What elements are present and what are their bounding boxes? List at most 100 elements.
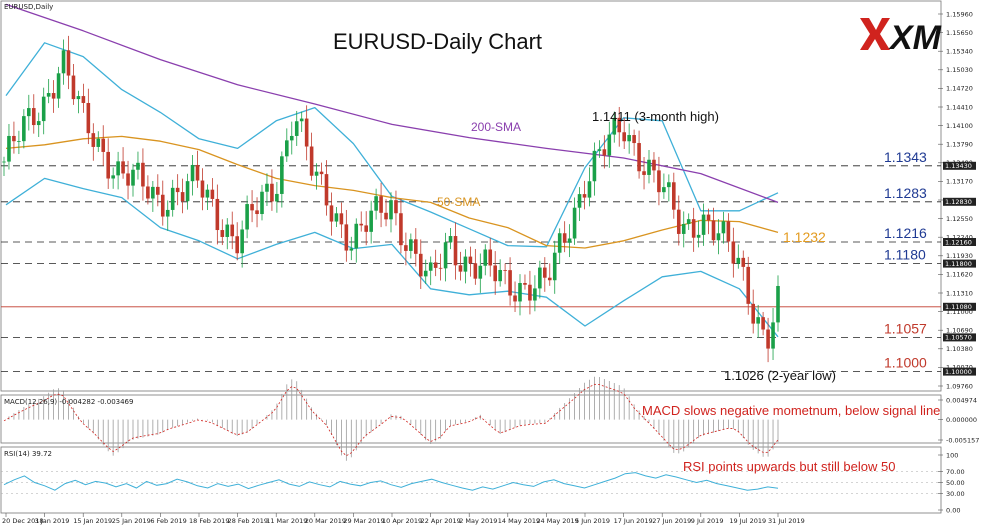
- candle-body: [696, 234, 701, 238]
- candle-body: [195, 164, 200, 181]
- price-tick-label: 1.10380: [946, 345, 973, 353]
- candle-body: [681, 223, 686, 234]
- price-tag-label: 1.10000: [945, 368, 972, 376]
- candle-body: [190, 164, 195, 182]
- price-tick-label: 1.14100: [946, 122, 973, 130]
- price-tag: [943, 302, 976, 311]
- candle-body: [483, 249, 488, 266]
- candle-body: [478, 265, 483, 279]
- candle-body: [369, 210, 373, 232]
- level-label: 1.1057: [884, 320, 927, 336]
- candle-body: [156, 186, 160, 195]
- candle-body: [428, 262, 433, 271]
- candle-body: [111, 175, 115, 179]
- candle-body: [597, 149, 602, 151]
- candle-body: [165, 209, 170, 217]
- candle-body: [602, 149, 607, 156]
- candle-body: [528, 284, 532, 301]
- candle-body: [270, 183, 274, 202]
- candle-body: [76, 96, 81, 100]
- price-tick-label: 1.15650: [946, 29, 973, 37]
- price-tag: [943, 333, 976, 342]
- candle-body: [170, 187, 175, 210]
- sma50-label: 50-SMA: [437, 195, 480, 209]
- candle-body: [299, 118, 304, 122]
- candle-body: [453, 236, 458, 266]
- candle-body: [240, 229, 244, 254]
- price-tick-label: 1.14720: [946, 85, 973, 93]
- candle-body: [513, 295, 517, 302]
- candle-body: [508, 270, 512, 296]
- candle-body: [776, 285, 780, 323]
- macd-tick-label: 0.004974: [946, 396, 977, 404]
- price-tag-label: 1.11080: [945, 303, 972, 311]
- candle-body: [458, 265, 463, 272]
- candle-body: [607, 134, 612, 156]
- macd-panel-frame: [0, 394, 942, 444]
- date-tick-label: 20 Dec 2018: [2, 517, 44, 525]
- candle-body: [691, 219, 696, 238]
- price-tag: [943, 197, 976, 206]
- candle-body: [711, 220, 716, 241]
- date-tick-label: 27 Jun 2019: [652, 517, 691, 525]
- candle-body: [667, 182, 671, 188]
- date-tick-label: 29 Mar 2019: [343, 517, 384, 525]
- date-tick-label: 11 Mar 2019: [266, 517, 307, 525]
- candle-body: [245, 204, 249, 230]
- date-tick-label: 18 Feb 2019: [189, 517, 229, 525]
- date-tick-label: 3 Jan 2019: [35, 517, 70, 525]
- candle-body: [498, 269, 502, 282]
- price-tag-label: 1.12160: [945, 238, 972, 246]
- 50-sma-line: [5, 135, 779, 249]
- candle-body: [141, 162, 145, 187]
- candle-body: [572, 207, 577, 239]
- candle-body: [146, 186, 150, 199]
- candle-body: [56, 73, 61, 99]
- price-tick-label: 1.13790: [946, 141, 973, 149]
- candle-body: [81, 96, 86, 103]
- candle-body: [329, 205, 334, 222]
- candle-body: [7, 135, 11, 162]
- date-tick-label: 25 Jan 2019: [112, 517, 151, 525]
- price-tag-label: 1.11800: [945, 260, 972, 268]
- candle-body: [344, 224, 349, 251]
- candle-body: [686, 219, 691, 224]
- candle-body: [205, 189, 210, 198]
- candle-body: [151, 186, 155, 199]
- candle-body: [116, 161, 120, 176]
- price-tick-label: 1.15030: [946, 66, 973, 74]
- date-tick-label: 31 Jul 2019: [768, 517, 805, 525]
- candle-body: [409, 239, 413, 251]
- price-tag: [943, 259, 976, 268]
- candle-body: [314, 171, 319, 176]
- candle-body: [374, 196, 378, 211]
- macd-tick-label: 0.000000: [946, 416, 977, 424]
- candle-body: [448, 236, 453, 243]
- candle-body: [280, 156, 284, 194]
- price-tag-label: 1.13430: [945, 162, 972, 170]
- candle-body: [359, 223, 364, 226]
- candle-body: [488, 249, 493, 266]
- candle-body: [746, 266, 751, 304]
- low-annotation: 1.1026 (2-year low): [724, 368, 836, 383]
- rsi-line: [3, 472, 779, 491]
- date-tick-label: 9 Jul 2019: [691, 517, 724, 525]
- candle-body: [22, 116, 26, 142]
- candle-body: [121, 161, 125, 174]
- candle-body: [294, 121, 299, 136]
- candle-body: [731, 241, 736, 264]
- date-tick-label: 19 Jul 2019: [729, 517, 766, 525]
- candle-body: [547, 277, 552, 281]
- candle-body: [647, 159, 651, 175]
- candle-body: [46, 93, 51, 97]
- rsi-tick-label: 0.00: [946, 506, 960, 514]
- candle-body: [567, 238, 572, 243]
- candle-body: [364, 225, 368, 232]
- candle-body: [180, 192, 185, 202]
- candle-body: [265, 183, 269, 192]
- xm-logo-mark: [860, 18, 890, 50]
- candle-body: [185, 181, 190, 202]
- candle-body: [131, 169, 135, 186]
- date-tick-label: 17 Jun 2019: [614, 517, 653, 525]
- candle-body: [354, 223, 359, 249]
